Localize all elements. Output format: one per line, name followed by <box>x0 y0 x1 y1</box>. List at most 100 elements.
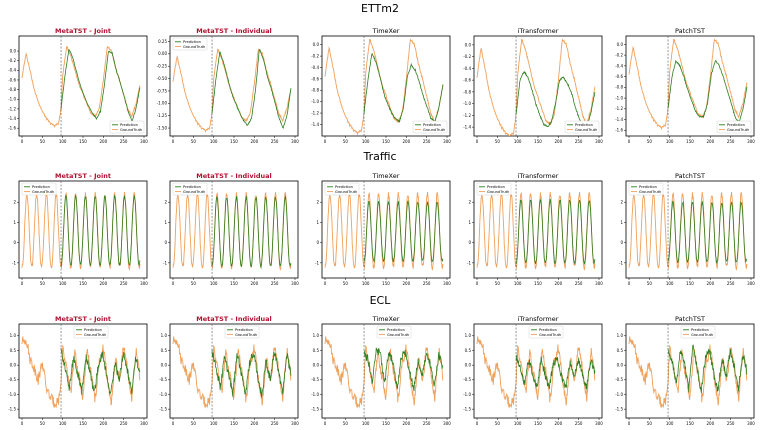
x-tick-label: 0 <box>172 139 175 144</box>
x-tick-label: 0 <box>21 139 24 144</box>
legend-box <box>109 120 145 134</box>
y-tick-label: -1.5 <box>8 407 16 412</box>
groundtruth-line <box>324 191 444 272</box>
x-tick-label: 300 <box>443 281 451 286</box>
panel-title: iTransformer <box>518 315 559 323</box>
x-tick-label: 300 <box>291 281 299 286</box>
y-tick-label: 0.0 <box>313 42 320 47</box>
x-tick-label: 50 <box>343 421 349 426</box>
x-tick-label: 0 <box>476 421 479 426</box>
y-tick-label: -1.2 <box>8 106 16 111</box>
x-tick-label: 250 <box>575 281 583 286</box>
y-tick-label: 2 <box>620 200 623 205</box>
y-tick-label: -1.0 <box>8 392 16 397</box>
y-tick-label: 2 <box>316 200 319 205</box>
y-tick-label: 0.0 <box>465 42 472 47</box>
x-tick-label: 200 <box>707 139 715 144</box>
x-tick-label: 100 <box>666 139 674 144</box>
y-tick-label: -0.8 <box>463 89 471 94</box>
panel-traffic-1: MetaTST - Individual 0 50 100 150 200 250 300 -1… <box>163 172 299 286</box>
y-tick-label: -0.4 <box>615 63 623 68</box>
panel-ecl-1: MetaTST - Individual 0 50 100 150 200 250 300 -1… <box>159 315 299 426</box>
x-tick-label: 200 <box>251 281 259 286</box>
y-tick-label: 1.0 <box>313 333 320 338</box>
legend-groundtruth-label: GroundTruth <box>183 190 205 194</box>
x-tick-label: 250 <box>727 421 735 426</box>
panel-title: TimeXer <box>372 172 400 180</box>
panel-title: PatchTST <box>675 27 705 35</box>
prediction-line <box>211 349 292 398</box>
legend-box <box>324 182 360 196</box>
y-tick-label: -0.5 <box>159 377 167 382</box>
y-tick-label: -1.0 <box>159 392 167 397</box>
panel-ettm2-3: iTransformer 0 50 100 150 200 250 300 -1.4 -1.2 -1… <box>463 27 603 144</box>
row-title-traffic: Traffic <box>362 150 396 163</box>
x-tick-label: 0 <box>21 421 24 426</box>
chart-row-ecl: ECL MetaTST - Joint 0 50 100 150 200 250 300 -1.5… <box>8 294 755 426</box>
x-tick-label: 200 <box>707 421 715 426</box>
groundtruth-line <box>324 336 444 409</box>
legend-prediction-label: Prediction <box>691 328 709 332</box>
y-tick-label: 1.0 <box>465 333 472 338</box>
y-tick-label: -0.5 <box>463 377 471 382</box>
y-tick-label: 0 <box>468 240 471 245</box>
x-tick-label: 0 <box>21 281 24 286</box>
x-tick-label: 50 <box>40 281 46 286</box>
x-tick-label: 250 <box>575 421 583 426</box>
panel-title: MetaTST - Individual <box>196 27 271 35</box>
y-tick-label: -1.0 <box>463 101 471 106</box>
x-tick-label: 300 <box>443 421 451 426</box>
panel-title: iTransformer <box>518 172 559 180</box>
legend-box <box>376 325 412 339</box>
x-tick-label: 200 <box>555 139 563 144</box>
y-tick-label: -0.2 <box>8 58 16 63</box>
y-tick-label: -0.4 <box>8 68 16 73</box>
x-tick-label: 200 <box>100 139 108 144</box>
plot-frame <box>473 35 603 137</box>
x-tick-label: 50 <box>191 281 197 286</box>
prediction-line <box>211 49 292 129</box>
panel-ettm2-0: MetaTST - Joint 0 50 100 150 200 250 300 -1.6 -1.… <box>8 27 148 144</box>
legend-box <box>412 120 448 134</box>
x-tick-label: 200 <box>403 139 411 144</box>
y-tick-label: 0.0 <box>617 42 624 47</box>
y-tick-label: -1.2 <box>615 106 623 111</box>
x-tick-label: 0 <box>172 421 175 426</box>
groundtruth-line <box>628 336 748 409</box>
panel-title: TimeXer <box>372 315 400 323</box>
y-tick-label: -1.0 <box>8 97 16 102</box>
y-tick-label: -0.2 <box>615 53 623 58</box>
panel-traffic-3: iTransformer 0 50 100 150 200 250 300 -1 0 1 2 Predi… <box>467 172 603 286</box>
legend-box <box>476 182 512 196</box>
x-tick-label: 50 <box>191 421 197 426</box>
y-tick-label: -1.50 <box>157 125 168 130</box>
legend-box <box>628 182 664 196</box>
groundtruth-line <box>324 38 444 136</box>
y-tick-label: -0.6 <box>615 74 623 79</box>
y-tick-label: -0.8 <box>615 85 623 90</box>
x-tick-label: 100 <box>514 421 522 426</box>
panel-title: PatchTST <box>675 315 705 323</box>
legend-groundtruth-label: GroundTruth <box>335 190 357 194</box>
y-tick-label: -0.4 <box>463 66 471 71</box>
x-tick-label: 100 <box>666 421 674 426</box>
y-tick-label: 1 <box>164 220 167 225</box>
x-tick-label: 100 <box>59 139 67 144</box>
panel-ettm2-2: TimeXer 0 50 100 150 200 250 300 -1.4 -1.2 -1.0 -0.… <box>311 27 451 144</box>
y-tick-label: -1.0 <box>463 392 471 397</box>
panel-title: PatchTST <box>675 172 705 180</box>
x-tick-label: 0 <box>476 281 479 286</box>
panel-title: MetaTST - Joint <box>55 172 111 180</box>
y-tick-label: 0.0 <box>10 48 17 53</box>
panel-title: MetaTST - Individual <box>196 315 271 323</box>
x-tick-label: 250 <box>423 421 431 426</box>
y-tick-label: 0.5 <box>465 348 472 353</box>
panel-traffic-2: TimeXer 0 50 100 150 200 250 300 -1 0 1 2 Prediction… <box>315 172 451 286</box>
y-tick-label: 1 <box>468 220 471 225</box>
y-tick-label: -0.5 <box>615 377 623 382</box>
y-tick-label: 0.5 <box>313 348 320 353</box>
x-tick-label: 150 <box>686 421 694 426</box>
x-tick-label: 300 <box>747 281 755 286</box>
legend-groundtruth-label: GroundTruth <box>183 45 205 49</box>
